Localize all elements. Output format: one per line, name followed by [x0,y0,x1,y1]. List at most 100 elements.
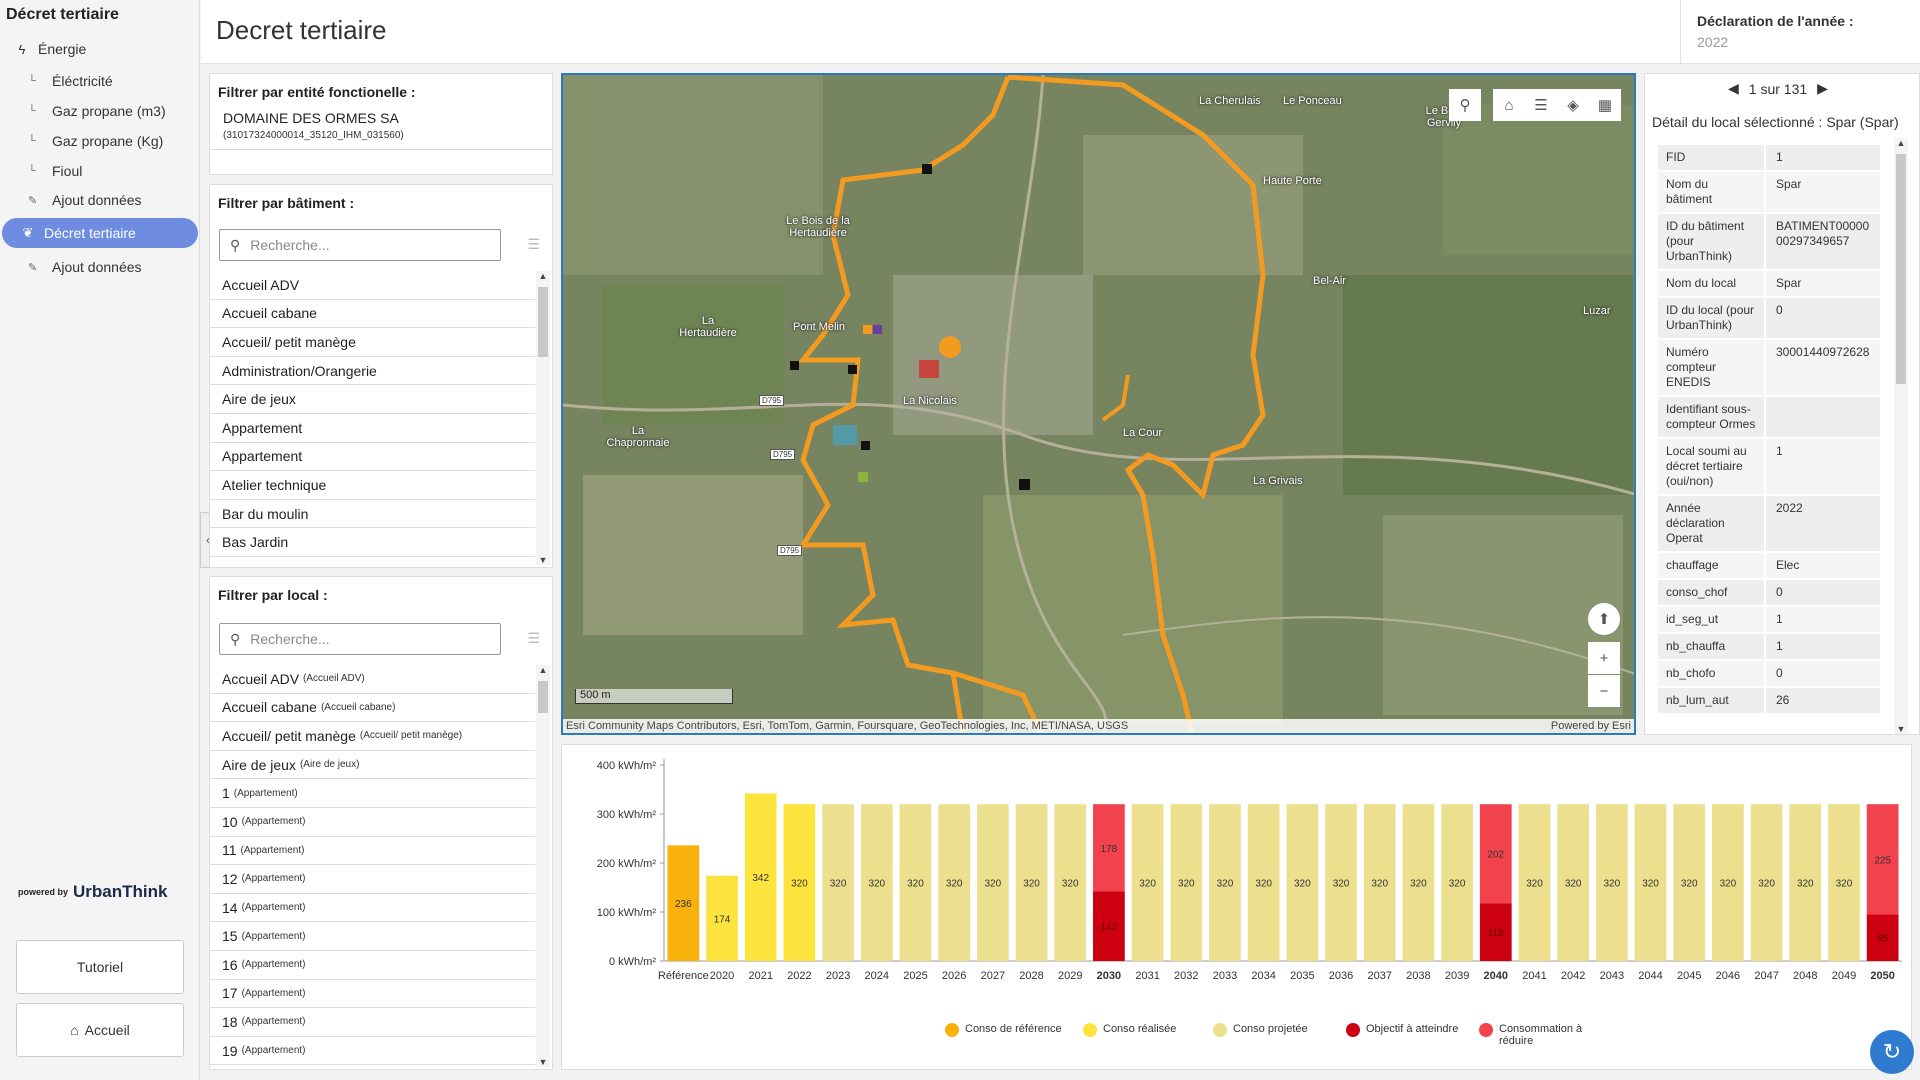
tutorial-button[interactable]: Tutoriel [16,940,184,994]
scroll-up-icon[interactable]: ▲ [1896,138,1906,148]
data-label: 320 [1642,879,1659,890]
local-list-item[interactable]: 12 (Appartement) [210,865,535,894]
local-search-input[interactable]: ⚲ Recherche... [219,623,501,655]
legend-item[interactable]: Conso de référence [945,1023,1062,1037]
compass-button[interactable]: ⬆ [1588,603,1620,635]
sidebar-item-energie[interactable]: ϟ Énergie [14,35,87,63]
map-home-button[interactable]: ⌂ [1493,89,1525,121]
scroll-down-icon[interactable]: ▼ [538,1057,548,1067]
local-list-item[interactable]: 1 (Appartement) [210,779,535,808]
legend-item[interactable]: Conso réalisée [1083,1023,1176,1037]
y-tick-label: 100 kWh/m² [597,907,657,919]
map-basemap-button[interactable]: ▦ [1589,89,1621,121]
map-search-button[interactable]: ⚲ [1449,89,1481,121]
detail-scrollbar[interactable]: ▲ ▼ [1894,138,1908,734]
year-value[interactable]: 2022 [1697,34,1729,50]
search-placeholder: Recherche... [250,237,330,253]
local-list-item[interactable]: 15 (Appartement) [210,922,535,951]
prev-arrow-icon[interactable]: ◀ [1728,80,1739,96]
building-list-item[interactable]: Aire de jeux [210,385,535,414]
building-list-item[interactable]: Appartement [210,414,535,443]
filter-icon[interactable]: ☰ [527,630,540,646]
tree-branch-icon: └ [28,165,36,177]
zoom-in-button[interactable]: + [1588,642,1620,674]
local-list-item[interactable]: 18 (Appartement) [210,1008,535,1037]
local-list-item[interactable]: Accueil/ petit manège (Accueil/ petit man… [210,722,535,751]
powered-by-logo: powered by UrbanThink [18,882,167,902]
x-tick-label: 2042 [1561,970,1585,982]
entity-filter-value[interactable]: DOMAINE DES ORMES SA [223,110,399,126]
legend-item[interactable]: Consommation à réduire [1479,1023,1589,1047]
filter-icon[interactable]: ☰ [527,236,540,252]
sidebar-item-ajout-donnees-decret[interactable]: ✎ Ajout données [28,253,142,281]
local-list-item[interactable]: 11 (Appartement) [210,837,535,866]
sidebar-item-gaz-kg[interactable]: └ Gaz propane (Kg) [28,127,163,155]
bar [899,804,932,961]
scroll-thumb[interactable] [1896,154,1906,384]
building-list-item[interactable]: Bar du moulin [210,500,535,529]
building-list-item[interactable]: Accueil cabane [210,300,535,329]
map-legend-button[interactable]: ☰ [1525,89,1557,121]
place-label: La Nicolais [903,395,957,407]
scroll-down-icon[interactable]: ▼ [538,555,548,565]
legend-item[interactable]: Objectif à atteindre [1346,1023,1458,1037]
legend-item[interactable]: Conso projetée [1213,1023,1308,1037]
local-list-item[interactable]: 10 (Appartement) [210,808,535,837]
road-label: D795 [770,449,796,460]
sidebar-item-gaz-m3[interactable]: └ Gaz propane (m3) [28,97,166,125]
bar-reduce [1866,804,1899,915]
place-label: La Cherulais [1199,95,1261,107]
local-list-item[interactable]: Accueil cabane (Accueil cabane) [210,694,535,723]
building-list-item[interactable]: Cabane [210,557,535,564]
esri-powered[interactable]: Powered by Esri [1550,720,1631,732]
x-tick-label: 2040 [1484,970,1508,982]
scroll-down-icon[interactable]: ▼ [1896,724,1906,734]
building-list-item[interactable]: Accueil/ petit manège [210,328,535,357]
scroll-up-icon[interactable]: ▲ [538,665,548,675]
building-list-item[interactable]: Administration/Orangerie [210,357,535,386]
local-list-scrollbar[interactable]: ▲ ▼ [536,665,550,1067]
bar [1750,804,1783,961]
building-list-item[interactable]: Bas Jardin [210,528,535,557]
attribute-key: nb_chauffa [1658,634,1766,659]
sidebar-item-ajout-donnees-energie[interactable]: ✎ Ajout données [28,186,142,214]
sidebar-item-decret-tertiaire[interactable]: ❦ Décret tertiaire [2,218,198,248]
local-list-item[interactable]: Accueil ADV (Accueil ADV) [210,665,535,694]
x-tick-label: 2036 [1329,970,1353,982]
building-list-item[interactable]: Atelier technique [210,471,535,500]
building-search-input[interactable]: ⚲ Recherche... [219,229,501,261]
local-list-item[interactable]: 16 (Appartement) [210,951,535,980]
scroll-up-icon[interactable]: ▲ [538,271,548,281]
map-layers-button[interactable]: ◈ [1557,89,1589,121]
refresh-button[interactable]: ↻ [1870,1030,1914,1074]
x-tick-label: 2035 [1290,970,1314,982]
local-building: (Aire de jeux) [299,759,360,771]
bar [706,875,738,961]
sidebar-item-fioul[interactable]: └ Fioul [28,157,82,185]
edit-icon: ✎ [28,261,38,274]
local-list-item[interactable]: Aire de jeux (Aire de jeux) [210,751,535,780]
bar [1402,804,1435,961]
data-label: 320 [1449,879,1466,890]
building-list-scrollbar[interactable]: ▲ ▼ [536,271,550,565]
building-list-item[interactable]: Accueil ADV [210,271,535,300]
next-arrow-icon[interactable]: ▶ [1817,80,1828,96]
local-building: (Appartement) [233,787,298,799]
building-list-item[interactable]: Appartement [210,443,535,472]
x-tick-label: 2033 [1213,970,1237,982]
zoom-out-button[interactable]: − [1588,675,1620,707]
local-list-item[interactable]: 19 (Appartement) [210,1037,535,1065]
local-list-item[interactable]: 17 (Appartement) [210,980,535,1009]
sidebar-item-electricite[interactable]: └ Éléctricité [28,67,113,95]
local-list-item[interactable]: 14 (Appartement) [210,894,535,923]
x-tick-label: Référence [658,970,709,982]
local-name: 1 [222,785,230,802]
map-view[interactable]: La Cherulais Le Ponceau Le Bois Gervily Hau… [561,73,1636,735]
bar [1325,804,1357,961]
home-button[interactable]: ⌂ Accueil [16,1003,184,1057]
scroll-thumb[interactable] [538,287,548,357]
bar [1170,804,1203,961]
scroll-thumb[interactable] [538,681,548,713]
data-label: 320 [1797,879,1814,890]
bar [1247,804,1280,961]
